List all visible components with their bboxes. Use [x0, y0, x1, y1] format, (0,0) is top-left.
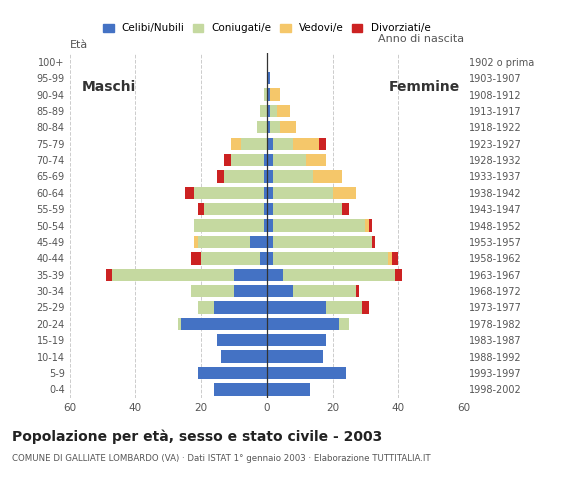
Bar — [372, 236, 375, 248]
Bar — [260, 105, 267, 117]
Bar — [320, 138, 326, 150]
Bar — [267, 203, 273, 216]
Bar — [395, 269, 401, 281]
Bar — [267, 350, 322, 363]
Bar — [194, 219, 263, 232]
Bar — [221, 350, 267, 363]
Bar — [313, 170, 342, 182]
Bar — [263, 219, 267, 232]
Bar — [267, 219, 273, 232]
Text: Popolazione per età, sesso e stato civile - 2003: Popolazione per età, sesso e stato civil… — [12, 430, 382, 444]
Bar — [273, 170, 313, 182]
Bar — [267, 334, 326, 347]
Bar — [234, 269, 267, 281]
Bar — [267, 367, 346, 379]
Bar — [263, 170, 267, 182]
Bar — [267, 318, 339, 330]
Bar — [251, 236, 267, 248]
Bar — [392, 252, 398, 264]
Text: Età: Età — [70, 40, 88, 50]
Bar — [263, 187, 267, 199]
Bar — [224, 170, 263, 182]
Bar — [204, 203, 263, 216]
Bar — [267, 187, 273, 199]
Bar — [273, 236, 372, 248]
Bar — [270, 105, 277, 117]
Bar — [273, 252, 389, 264]
Bar — [182, 318, 267, 330]
Bar — [369, 219, 372, 232]
Bar — [267, 154, 273, 166]
Bar — [270, 121, 280, 133]
Bar — [214, 383, 267, 396]
Text: Maschi: Maschi — [82, 80, 136, 94]
Bar — [198, 203, 204, 216]
Bar — [201, 252, 260, 264]
Bar — [234, 285, 267, 297]
Bar — [267, 269, 283, 281]
Bar — [273, 187, 332, 199]
Bar — [267, 236, 273, 248]
Bar — [273, 219, 365, 232]
Legend: Celibi/Nubili, Coniugati/e, Vedovi/e, Divorziati/e: Celibi/Nubili, Coniugati/e, Vedovi/e, Di… — [103, 24, 430, 34]
Bar — [231, 138, 241, 150]
Bar — [263, 203, 267, 216]
Bar — [191, 252, 201, 264]
Bar — [178, 318, 182, 330]
Bar — [194, 187, 263, 199]
Bar — [260, 252, 267, 264]
Text: Femmine: Femmine — [389, 80, 460, 94]
Bar — [273, 154, 306, 166]
Bar — [293, 285, 356, 297]
Bar — [293, 138, 320, 150]
Bar — [356, 285, 359, 297]
Bar — [257, 121, 267, 133]
Bar — [214, 301, 267, 313]
Bar — [198, 301, 214, 313]
Bar — [277, 105, 290, 117]
Bar — [198, 367, 267, 379]
Bar — [218, 334, 267, 347]
Bar — [231, 154, 263, 166]
Bar — [342, 203, 349, 216]
Bar — [267, 72, 270, 84]
Bar — [184, 187, 194, 199]
Bar — [267, 105, 270, 117]
Bar — [106, 269, 113, 281]
Bar — [280, 121, 296, 133]
Bar — [365, 219, 369, 232]
Text: Anno di nascita: Anno di nascita — [378, 34, 464, 44]
Bar — [389, 252, 392, 264]
Bar — [194, 236, 198, 248]
Bar — [263, 88, 267, 101]
Bar — [267, 88, 270, 101]
Bar — [273, 203, 342, 216]
Bar — [273, 138, 293, 150]
Bar — [191, 285, 234, 297]
Bar — [362, 301, 369, 313]
Bar — [267, 121, 270, 133]
Bar — [267, 301, 326, 313]
Bar — [198, 236, 251, 248]
Bar — [263, 154, 267, 166]
Bar — [113, 269, 234, 281]
Bar — [267, 383, 310, 396]
Bar — [270, 88, 280, 101]
Bar — [332, 187, 356, 199]
Bar — [326, 301, 362, 313]
Bar — [339, 318, 349, 330]
Bar — [224, 154, 231, 166]
Bar — [218, 170, 224, 182]
Bar — [267, 285, 293, 297]
Bar — [306, 154, 326, 166]
Text: COMUNE DI GALLIATE LOMBARDO (VA) · Dati ISTAT 1° gennaio 2003 · Elaborazione TUT: COMUNE DI GALLIATE LOMBARDO (VA) · Dati … — [12, 454, 430, 463]
Bar — [267, 252, 273, 264]
Bar — [283, 269, 395, 281]
Bar — [267, 138, 273, 150]
Bar — [241, 138, 267, 150]
Bar — [267, 170, 273, 182]
